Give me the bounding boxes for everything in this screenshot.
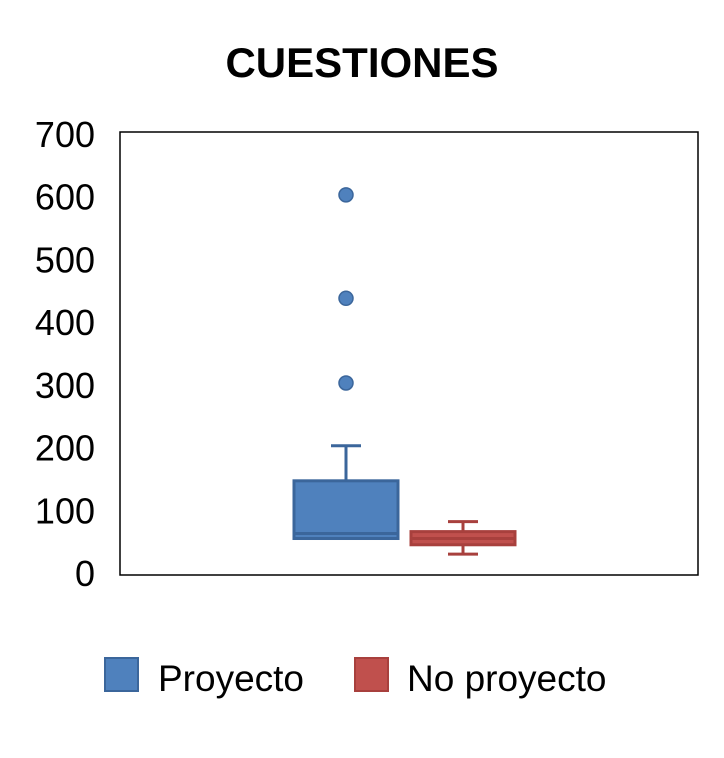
y-tick-label: 400 — [35, 302, 95, 343]
legend-item: No proyecto — [354, 657, 607, 699]
y-axis-ticks: 0 100 200 300 400 500 600 700 — [35, 114, 95, 594]
outlier-point — [338, 187, 354, 203]
legend-swatch — [104, 657, 139, 692]
y-tick-label: 700 — [35, 114, 95, 155]
legend-label: Proyecto — [158, 658, 304, 699]
legend-item: Proyecto — [104, 657, 304, 699]
outlier-point — [338, 290, 354, 307]
box-2 — [409, 520, 517, 556]
outlier-point — [338, 375, 354, 391]
legend-swatch — [354, 657, 389, 692]
legend: Proyecto No proyecto — [104, 657, 607, 699]
y-tick-label: 600 — [35, 177, 95, 218]
box-series — [292, 187, 517, 556]
box-rect — [292, 479, 400, 541]
y-tick-label: 500 — [35, 239, 95, 280]
y-tick-label: 0 — [75, 553, 95, 594]
plot-area — [119, 131, 699, 576]
y-tick-label: 200 — [35, 428, 95, 469]
legend-label: No proyecto — [407, 658, 607, 699]
chart-title: CUESTIONES — [225, 39, 498, 86]
box-1 — [292, 187, 400, 541]
y-tick-label: 100 — [35, 490, 95, 531]
y-tick-label: 300 — [35, 365, 95, 406]
